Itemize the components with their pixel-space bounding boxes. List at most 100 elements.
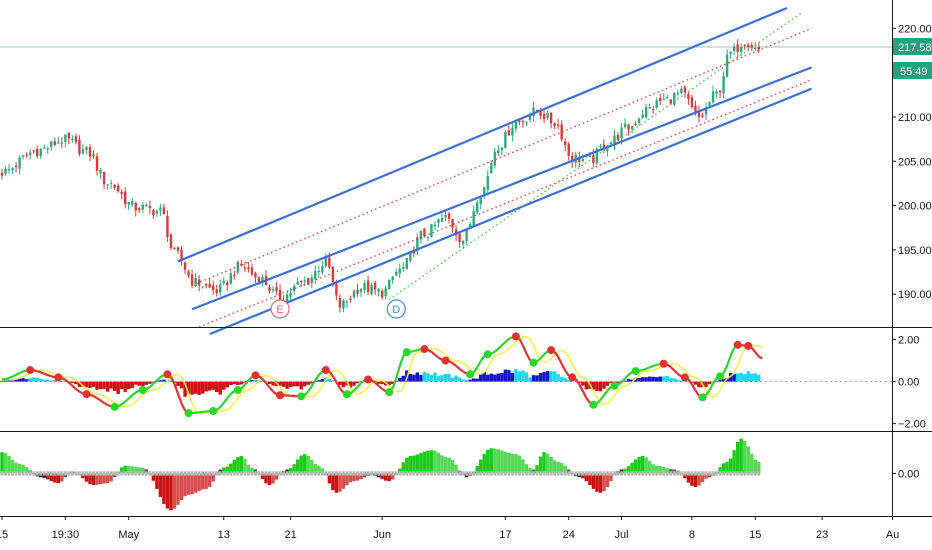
osc-main-segment <box>620 377 626 383</box>
osc-hist-bar <box>693 381 698 385</box>
osc-signal-segment <box>191 403 197 411</box>
candle-body <box>74 136 78 142</box>
candle-body <box>725 54 729 77</box>
momentum-bar <box>141 467 145 474</box>
time-tick-label: 13 <box>218 529 230 541</box>
zero-cross-marker <box>503 471 507 476</box>
momentum-bar <box>317 465 321 474</box>
candle-body <box>560 124 563 140</box>
osc-hist-bar <box>714 380 719 382</box>
momentum-bar <box>443 457 448 474</box>
osc-hist-bar <box>376 381 381 384</box>
momentum-bar <box>137 467 141 474</box>
osc-cross-dot <box>364 375 373 384</box>
zero-cross-marker <box>743 471 747 476</box>
osc-signal-segment <box>600 402 605 406</box>
zero-cross-marker <box>67 471 71 476</box>
osc-signal-segment <box>469 368 475 373</box>
osc-hist-bar <box>31 377 36 382</box>
osc-main-segment <box>518 338 524 347</box>
osc-signal-segment <box>406 365 412 379</box>
osc-main-segment <box>722 365 729 374</box>
zero-cross-marker <box>630 471 634 476</box>
candle-body <box>106 184 109 186</box>
candle-body <box>78 139 81 154</box>
osc-hist-bar <box>679 380 684 382</box>
zero-cross-marker <box>296 471 300 476</box>
osc-hist-bar <box>739 372 743 382</box>
momentum-scale[interactable]: 0.00 <box>892 468 919 480</box>
zero-cross-marker <box>672 471 676 476</box>
momentum-bar <box>549 456 553 474</box>
osc-signal-segment <box>103 395 108 399</box>
candle-body <box>250 267 254 275</box>
osc-signal-segment <box>494 353 499 357</box>
osc-hist-bar <box>320 378 325 382</box>
osc-signal-segment <box>177 373 182 378</box>
candle-body <box>331 266 335 283</box>
candle-body <box>373 282 377 290</box>
candle-body <box>606 146 609 151</box>
zero-cross-marker <box>391 471 395 476</box>
osc-hist-bar <box>743 374 747 382</box>
candle-body <box>680 88 683 93</box>
candle-body <box>623 123 627 128</box>
momentum-bar <box>433 450 437 474</box>
osc-signal-segment <box>628 381 633 386</box>
osc-signal-segment <box>360 389 366 394</box>
zero-cross-marker <box>479 471 483 476</box>
candle-body <box>468 224 472 228</box>
oscillator-scale[interactable]: 2.00 0.00 −2.00 <box>892 335 926 431</box>
candle-body <box>539 110 542 116</box>
momentum-bar <box>496 449 501 474</box>
candle-body <box>666 96 669 98</box>
candle-body <box>426 236 430 238</box>
candle-body <box>433 224 437 227</box>
zero-cross-marker <box>384 471 388 476</box>
candle-body <box>204 283 208 286</box>
candle-body <box>180 249 183 261</box>
candle-body <box>257 277 261 284</box>
momentum-panel[interactable] <box>0 438 761 511</box>
osc-main-segment <box>89 393 94 398</box>
osc-main-segment <box>617 381 623 386</box>
osc-cross-dot <box>342 390 351 399</box>
osc-signal-segment <box>374 378 379 382</box>
osc-signal-segment <box>550 353 556 359</box>
zero-cross-marker <box>4 471 7 476</box>
osc-signal-segment <box>487 360 492 368</box>
osc-signal-segment <box>504 348 510 353</box>
osc-signal-segment <box>589 383 595 392</box>
candle-body <box>736 44 739 52</box>
osc-hist-bar <box>471 378 476 382</box>
candle-body <box>71 138 74 141</box>
zero-cross-marker <box>127 471 131 476</box>
osc-signal-segment <box>540 359 545 364</box>
time-scale[interactable]: 15 19:30 May 13 21 Jun 17 24 Jul 8 15 23 Au <box>0 516 899 541</box>
osc-main-segment <box>180 402 187 412</box>
zero-cross-marker <box>725 471 729 476</box>
osc-main-segment <box>750 347 757 353</box>
osc-hist-bar <box>479 374 483 382</box>
osc-hist-bar <box>141 381 145 387</box>
osc-main-segment <box>627 371 633 376</box>
zero-cross-marker <box>722 471 725 476</box>
momentum-bar <box>640 456 645 474</box>
osc-cross-dot <box>716 372 725 381</box>
regression-channel[interactable] <box>177 6 813 336</box>
zero-cross-marker <box>620 471 623 476</box>
osc-main-segment <box>258 375 264 380</box>
osc-main-segment <box>758 355 763 360</box>
momentum-bar <box>735 441 740 474</box>
candle-body <box>409 251 412 261</box>
osc-hist-bar <box>443 373 448 382</box>
zero-cross-marker <box>651 471 655 476</box>
candle-body <box>28 152 32 155</box>
osc-signal-segment <box>585 378 591 385</box>
osc-main-segment <box>244 379 250 386</box>
osc-main-segment <box>434 353 440 359</box>
oscillator-panel[interactable] <box>0 332 892 418</box>
